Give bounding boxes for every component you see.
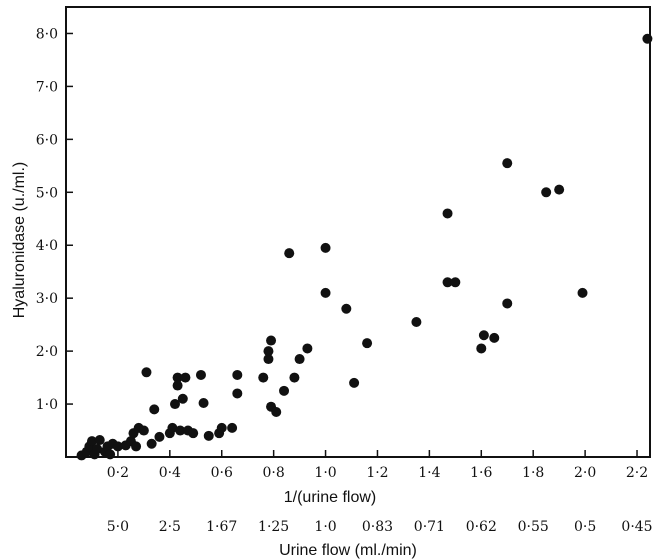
data-point — [266, 335, 277, 346]
data-point — [411, 317, 422, 327]
data-point — [284, 248, 295, 259]
data-point — [86, 436, 97, 447]
y-axis-ticks: 1·0 2·0 3·0 4·0 5·0 6·0 7·0 8·0 — [36, 26, 73, 413]
data-point — [94, 435, 105, 446]
x-tick-label: 1·8 — [522, 465, 544, 481]
secondary-x-tick-label: 1·0 — [314, 519, 336, 535]
data-point — [216, 422, 227, 433]
data-point — [198, 398, 209, 408]
data-point — [289, 372, 300, 383]
data-point — [294, 354, 305, 365]
data-point — [154, 431, 165, 442]
data-point — [167, 422, 178, 433]
y-tick-label: 5·0 — [36, 185, 58, 201]
y-tick-label: 6·0 — [36, 132, 58, 148]
data-point — [554, 184, 565, 195]
data-point — [105, 449, 116, 460]
y-tick-label: 4·0 — [36, 238, 58, 254]
secondary-x-tick-label: 5·0 — [107, 519, 129, 535]
data-point — [258, 372, 269, 383]
data-point — [180, 372, 191, 383]
plot-frame — [65, 6, 651, 458]
x-tick-label: 2·2 — [626, 465, 648, 481]
data-point — [362, 338, 373, 349]
x-tick-label: 0·8 — [263, 465, 285, 481]
secondary-x-tick-label: 0·83 — [362, 519, 393, 535]
secondary-x-tick-label: 0·55 — [518, 519, 549, 535]
secondary-x-tick-label: 0·45 — [621, 519, 652, 535]
data-point — [450, 277, 461, 288]
y-tick-label: 7·0 — [36, 79, 58, 95]
data-point — [227, 422, 238, 433]
data-point — [320, 242, 331, 253]
x-tick-label: 0·6 — [211, 465, 233, 481]
data-point — [146, 438, 157, 449]
data-point — [195, 369, 206, 380]
x-axis-ticks: 0·2 0·4 0·6 0·8 1·0 1·2 1·4 1·6 1·8 2·0 2·2 — [107, 450, 648, 481]
data-point — [177, 393, 188, 404]
data-point — [478, 330, 489, 341]
data-point — [232, 369, 243, 380]
y-tick-label: 3·0 — [36, 291, 58, 307]
data-point — [502, 158, 513, 169]
secondary-x-tick-label: 0·71 — [414, 519, 445, 535]
x-tick-label: 0·2 — [107, 465, 129, 481]
data-point — [442, 277, 453, 288]
x-tick-label: 1·6 — [470, 465, 492, 481]
data-point — [203, 430, 214, 441]
x-tick-label: 0·4 — [159, 465, 181, 481]
data-point — [188, 428, 199, 439]
secondary-x-tick-label: 1·25 — [258, 519, 289, 535]
y-tick-label: 1·0 — [36, 397, 58, 413]
secondary-x-axis-ticks: 5·0 2·5 1·67 1·25 1·0 0·83 0·71 0·62 0·55 0·5 0·45 — [107, 519, 653, 535]
data-point — [131, 441, 142, 452]
data-point — [138, 425, 149, 436]
data-point — [349, 377, 360, 388]
y-tick-label: 2·0 — [36, 344, 58, 360]
y-tick-label: 8·0 — [36, 26, 58, 42]
data-point — [263, 346, 274, 357]
secondary-x-axis-title: Urine flow (ml./min) — [279, 542, 417, 559]
data-point — [577, 287, 588, 298]
x-axis-title: 1/(urine flow) — [284, 489, 376, 506]
secondary-x-tick-label: 0·5 — [574, 519, 596, 535]
data-point — [112, 441, 123, 452]
data-point — [263, 354, 274, 365]
secondary-x-tick-label: 0·62 — [466, 519, 497, 535]
data-points — [76, 33, 653, 461]
data-point — [232, 388, 243, 399]
data-point — [502, 298, 513, 309]
data-point — [341, 303, 352, 314]
data-point — [172, 372, 183, 383]
x-tick-label: 1·4 — [418, 465, 440, 481]
secondary-x-tick-label: 2·5 — [159, 519, 181, 535]
data-point — [175, 425, 186, 436]
data-point — [541, 187, 552, 198]
data-point — [172, 380, 183, 391]
data-point — [279, 385, 290, 396]
data-point — [320, 287, 331, 298]
data-point — [149, 404, 160, 415]
x-tick-label: 1·2 — [366, 465, 388, 481]
y-axis-title: Hyaluronidase (u./ml.) — [11, 162, 28, 319]
secondary-x-tick-label: 1·67 — [206, 519, 237, 535]
x-tick-label: 1·0 — [314, 465, 336, 481]
data-point — [642, 33, 653, 44]
data-point — [271, 407, 282, 417]
data-point — [489, 332, 500, 343]
x-tick-label: 2·0 — [574, 465, 596, 481]
data-point — [170, 399, 181, 410]
data-point — [442, 208, 453, 219]
data-point — [476, 343, 487, 354]
data-point — [302, 343, 313, 354]
data-point — [92, 444, 103, 455]
data-point — [141, 367, 152, 378]
